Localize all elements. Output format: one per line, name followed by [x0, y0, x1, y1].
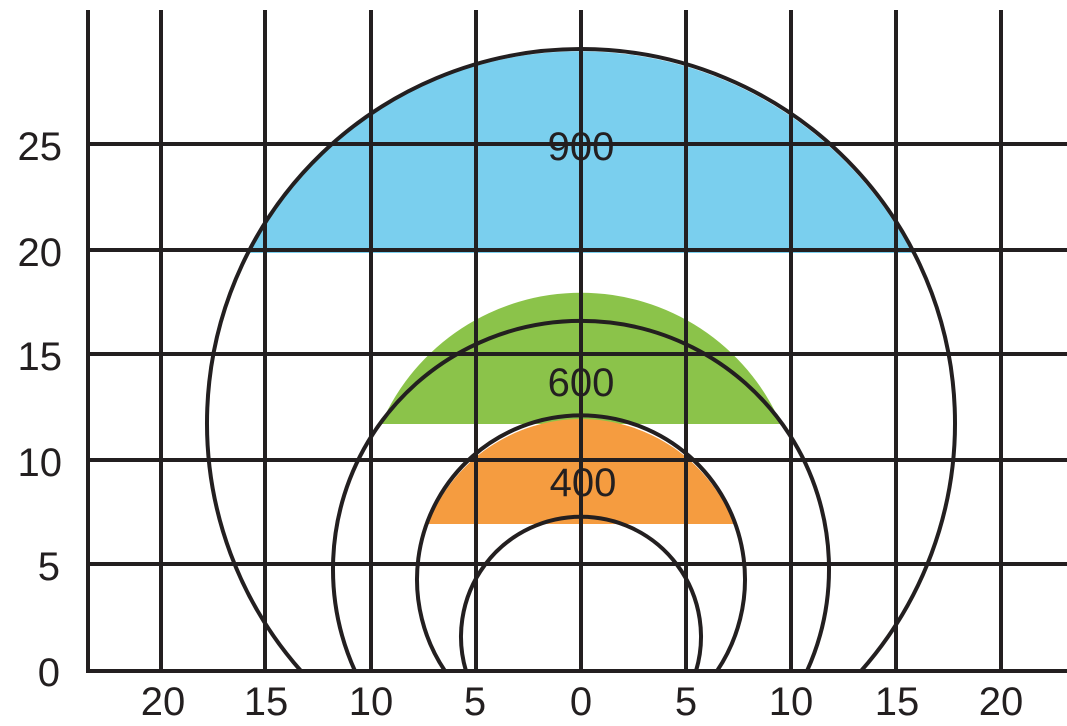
x-tick-label: 0 — [570, 680, 592, 721]
zone-label-600: 600 — [548, 361, 615, 405]
y-tick-label: 25 — [18, 125, 63, 169]
arc-small — [459, 514, 703, 672]
arc-middle — [415, 413, 747, 673]
x-tick-label: 10 — [769, 680, 814, 721]
arc-outer — [205, 47, 957, 673]
x-tick-label: 5 — [675, 680, 697, 721]
x-tick-label: 15 — [875, 680, 920, 721]
zone-label-900: 900 — [548, 125, 615, 169]
vertical-grid-lines — [86, 10, 1003, 671]
x-tick-label: 10 — [349, 680, 394, 721]
y-tick-label: 10 — [18, 441, 63, 485]
x-tick-label: 15 — [244, 680, 289, 721]
arc-large — [331, 318, 831, 672]
y-tick-label: 20 — [18, 231, 63, 275]
zone-arcs — [205, 47, 957, 673]
x-tick-label: 20 — [979, 680, 1024, 721]
zone-label-400: 400 — [550, 461, 617, 505]
x-tick-label: 20 — [141, 680, 186, 721]
y-axis-tick-labels: 0 5 10 15 20 25 — [18, 125, 63, 695]
y-tick-label: 15 — [18, 335, 63, 379]
x-axis-tick-labels: 20 15 10 5 0 5 10 15 20 — [141, 680, 1024, 724]
horizontal-grid-lines — [86, 142, 1067, 673]
y-tick-label: 0 — [38, 651, 60, 695]
y-tick-label: 5 — [38, 545, 60, 589]
x-tick-label: 5 — [464, 680, 486, 721]
